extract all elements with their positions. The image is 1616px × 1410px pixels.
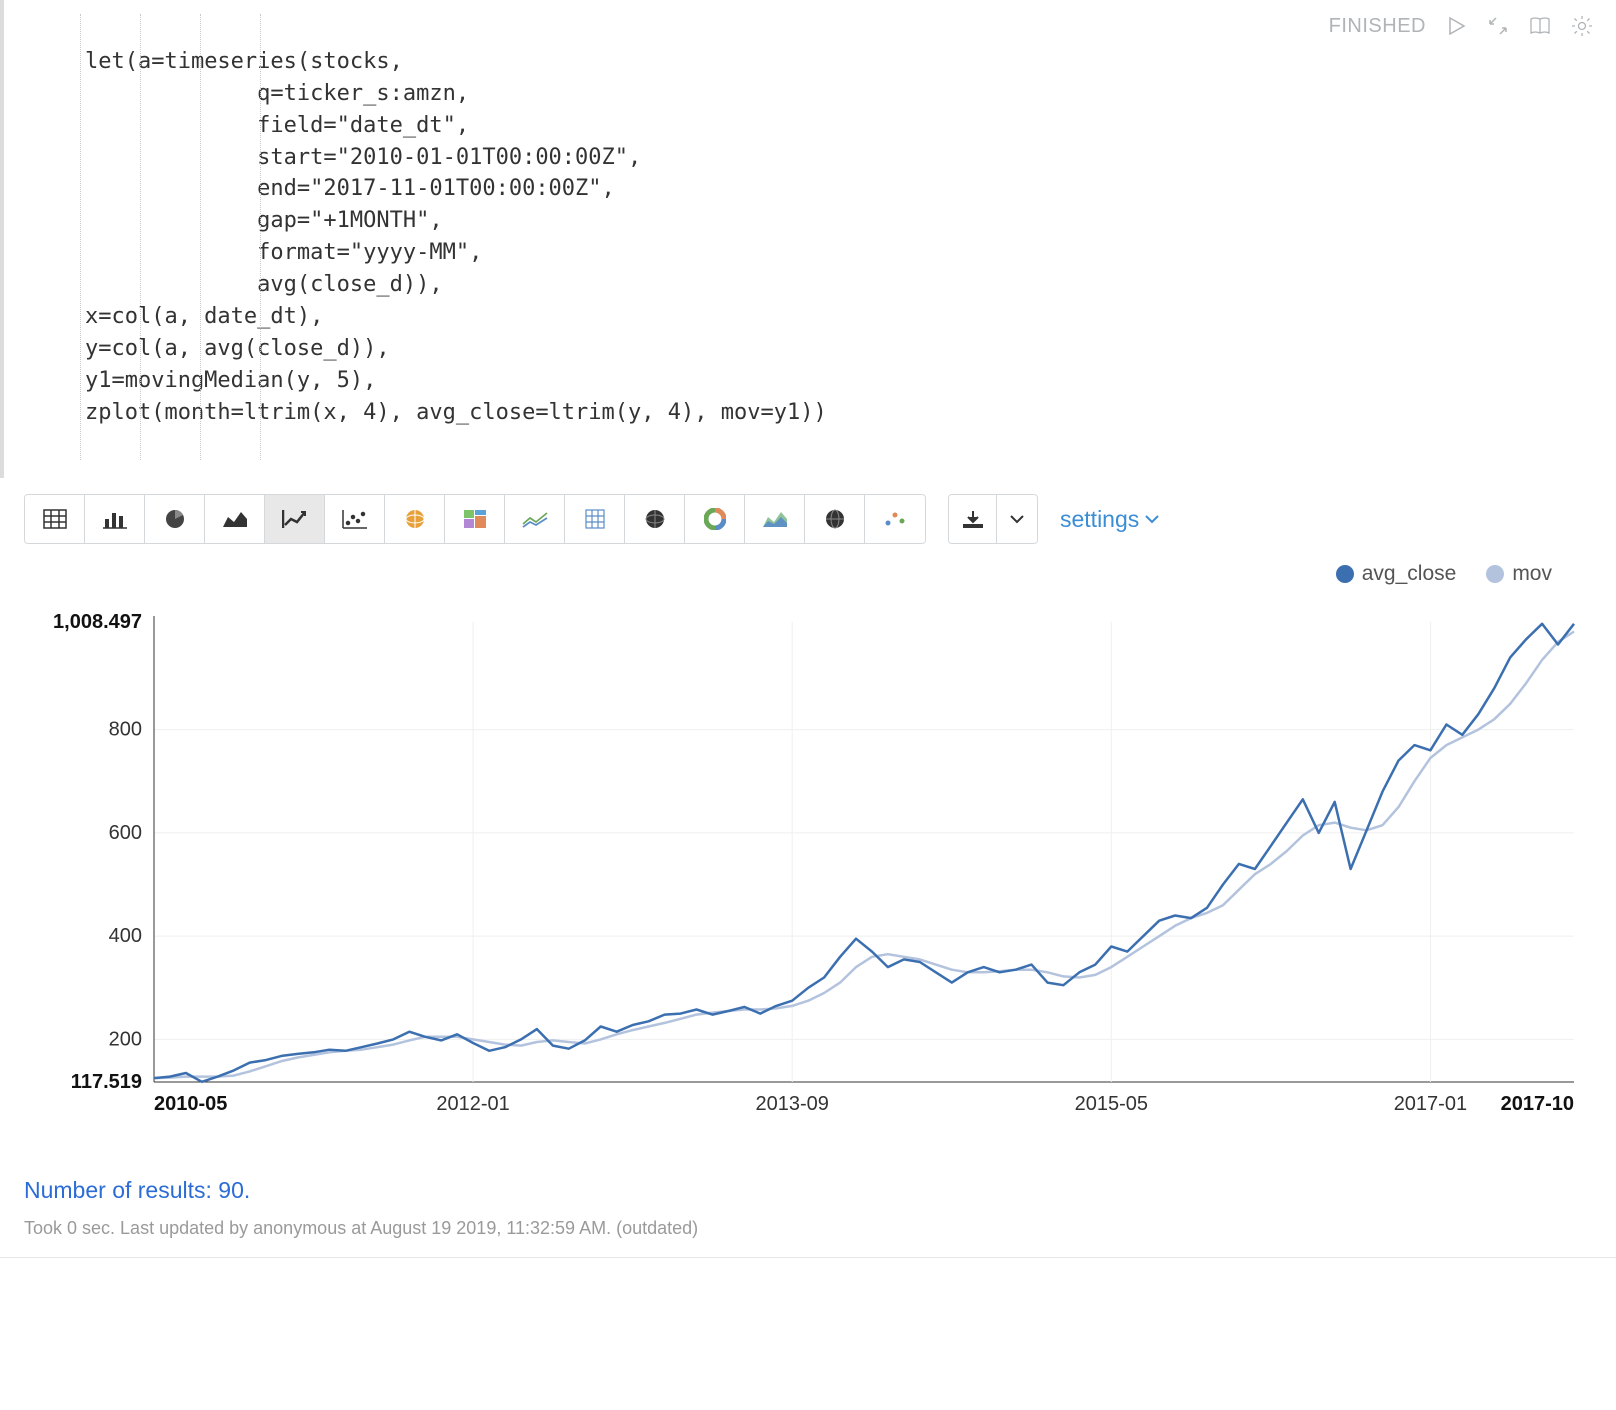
svg-text:2017-01: 2017-01: [1394, 1093, 1467, 1115]
settings-dropdown[interactable]: settings: [1060, 506, 1159, 533]
svg-text:800: 800: [109, 719, 142, 741]
legend-item-avg_close[interactable]: avg_close: [1336, 562, 1457, 586]
results-text: Number of results: 90.: [24, 1177, 250, 1203]
code-editor[interactable]: let(a=timeseries(stocks, q=ticker_s:amzn…: [0, 0, 1616, 478]
pie-chart-icon[interactable]: [145, 495, 205, 543]
svg-text:2010-05: 2010-05: [154, 1093, 227, 1115]
legend-swatch: [1486, 565, 1504, 583]
svg-text:200: 200: [109, 1029, 142, 1051]
download-caret[interactable]: [997, 495, 1037, 543]
scatter-chart-icon[interactable]: [325, 495, 385, 543]
donut-color-icon[interactable]: [685, 495, 745, 543]
svg-text:2013-09: 2013-09: [755, 1093, 828, 1115]
legend-swatch: [1336, 565, 1354, 583]
scatter-color-icon[interactable]: [865, 495, 925, 543]
chart-type-buttons: [24, 494, 926, 544]
multiline-icon[interactable]: [505, 495, 565, 543]
chart-area: avg_close mov 200 400 600 800 1,008.497 117.5…: [0, 562, 1616, 1157]
line-chart: 200 400 600 800 1,008.497 117.519 2012-01 2013-…: [24, 592, 1584, 1152]
chart-legend: avg_close mov: [24, 562, 1592, 586]
area-color-icon[interactable]: [745, 495, 805, 543]
code-text: let(a=timeseries(stocks, q=ticker_s:amzn…: [32, 49, 827, 425]
svg-text:600: 600: [109, 822, 142, 844]
legend-label: avg_close: [1362, 562, 1457, 586]
bar-chart-icon[interactable]: [85, 495, 145, 543]
notebook-cell: FINISHED let(: [0, 0, 1616, 1258]
status-text: Took 0 sec. Last updated by anonymous at…: [24, 1218, 698, 1238]
svg-text:2015-05: 2015-05: [1075, 1093, 1148, 1115]
settings-label: settings: [1060, 506, 1139, 533]
grid-blue-icon[interactable]: [565, 495, 625, 543]
globe-orange-icon[interactable]: [385, 495, 445, 543]
globe-dark-icon[interactable]: [625, 495, 685, 543]
svg-text:2017-10: 2017-10: [1501, 1093, 1574, 1115]
svg-text:1,008.497: 1,008.497: [53, 611, 142, 633]
globe-dark2-icon[interactable]: [805, 495, 865, 543]
svg-text:117.519: 117.519: [71, 1071, 142, 1093]
svg-text:2012-01: 2012-01: [436, 1093, 509, 1115]
execution-status: Took 0 sec. Last updated by anonymous at…: [0, 1208, 1616, 1245]
line-chart-icon[interactable]: [265, 495, 325, 543]
download-button[interactable]: [949, 495, 997, 543]
download-group: [948, 494, 1038, 544]
svg-text:400: 400: [109, 926, 142, 948]
results-count-link[interactable]: Number of results: 90.: [0, 1157, 1616, 1208]
area-chart-icon[interactable]: [205, 495, 265, 543]
legend-label: mov: [1512, 562, 1552, 586]
chart-toolbar: settings: [0, 494, 1616, 544]
treemap-icon[interactable]: [445, 495, 505, 543]
legend-item-mov[interactable]: mov: [1486, 562, 1552, 586]
table-icon[interactable]: [25, 495, 85, 543]
